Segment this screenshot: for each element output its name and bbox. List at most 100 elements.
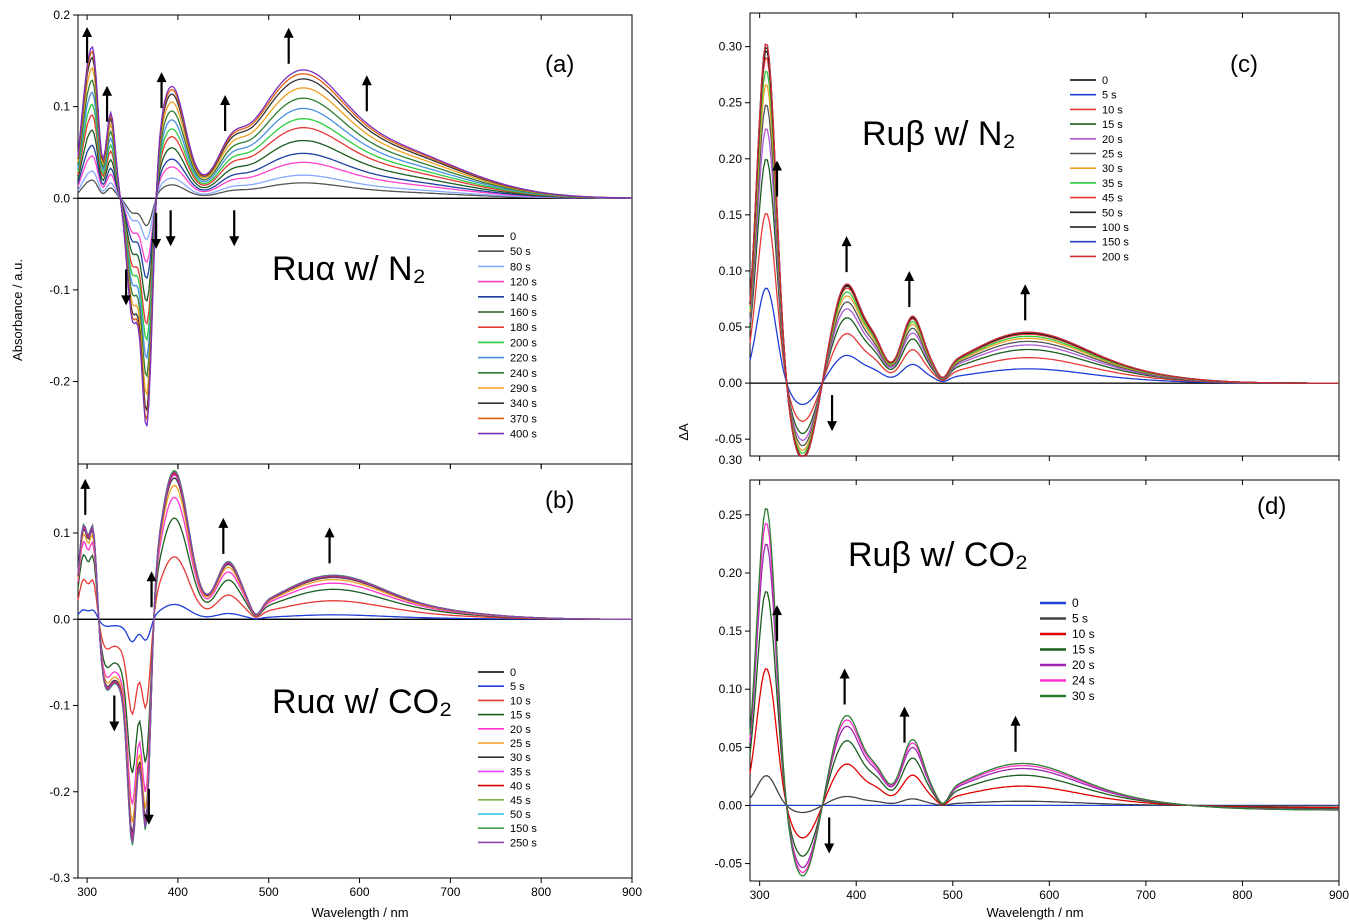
- series-line-d-5: [749, 522, 1340, 874]
- series-line-b-7: [77, 474, 632, 839]
- series-line-c-6: [749, 84, 1339, 451]
- arrow-c-2-head: [904, 271, 915, 282]
- series-line-b-8: [77, 472, 632, 841]
- plot-frame-b: [77, 463, 633, 879]
- series-line-b-5: [77, 484, 632, 823]
- legend-label-d: 5 s: [1072, 612, 1088, 626]
- x-tick-label-b: 300: [77, 885, 97, 899]
- y-tick-label-d: 0.05: [719, 740, 743, 754]
- annotation-d: Ruβ w/ CO₂: [848, 536, 1028, 574]
- series-line-c-7: [749, 70, 1339, 454]
- series-line-d-6: [749, 507, 1339, 877]
- series-line-c-12: [749, 43, 1339, 457]
- legend-label-a: 50 s: [510, 246, 531, 258]
- series-line-b-4: [77, 496, 632, 805]
- arrow-a-6-head: [283, 27, 294, 38]
- plot-frame-d: [749, 479, 1340, 882]
- panel-label-a: (a): [545, 51, 574, 78]
- legend-label-b: 35 s: [510, 766, 531, 778]
- legend-label-c: 5 s: [1102, 90, 1117, 102]
- panel-d: -0.05 0.00 0.05 0.10 0.15 0.20 0.25 0.30 300 400 5…: [715, 453, 1349, 902]
- arrow-a-5-head: [229, 236, 240, 247]
- x-tick-label-b: 900: [622, 885, 642, 899]
- legend-label-c: 10 s: [1102, 104, 1123, 116]
- legend-label-a: 220 s: [510, 353, 537, 365]
- legend-label-a: 160 s: [510, 307, 537, 319]
- legend-label-b: 15 s: [510, 710, 531, 722]
- annotation-a: Ruα w/ N₂: [272, 250, 426, 288]
- arrow-c-4-head: [827, 421, 838, 432]
- panel-label-c: (c): [1230, 51, 1258, 78]
- series-line-d-3: [749, 591, 1339, 857]
- arrow-c-1-head: [841, 236, 852, 247]
- series-line-b-6: [77, 477, 632, 835]
- arrow-b-0-head: [80, 478, 91, 489]
- y-tick-label-c: -0.05: [715, 432, 743, 446]
- panel-b: -0.3 -0.2 -0.1 0.0 0.1 300 400 500 600 700 800 900 0…: [49, 463, 642, 899]
- legend-label-d: 24 s: [1072, 674, 1095, 688]
- series-line-c-9: [749, 50, 1339, 457]
- arrow-d-3-head: [1010, 715, 1021, 726]
- xlabel-left: Wavelength / nm: [311, 905, 408, 920]
- series-line-c-3: [749, 158, 1339, 435]
- legend-label-a: 180 s: [510, 322, 537, 334]
- legend-label-b: 150 s: [510, 823, 537, 835]
- arrow-d-0-head: [772, 605, 783, 616]
- legend-label-c: 50 s: [1102, 207, 1123, 219]
- series-line-c-5: [749, 104, 1339, 447]
- arrow-a-2-head: [156, 72, 167, 83]
- panel-label-d: (d): [1257, 493, 1286, 520]
- y-tick-label-c: 0.10: [719, 264, 743, 278]
- annotation-b: Ruα w/ CO₂: [272, 683, 452, 721]
- plot-frame-c: [749, 12, 1340, 457]
- legend-label-c: 200 s: [1102, 251, 1129, 263]
- series-line-c-8: [749, 57, 1339, 457]
- legend-label-b: 30 s: [510, 752, 531, 764]
- arrow-b-2-head: [218, 517, 229, 528]
- y-tick-label-b: -0.1: [49, 699, 70, 713]
- x-tick-label-b: 500: [259, 885, 279, 899]
- series-line-b-12: [77, 471, 632, 844]
- panel-a: -0.2 -0.1 0.0 0.1 0.2 0 50 s 80 s 120 s 140 s 160 …: [49, 8, 633, 469]
- y-tick-label-d: 0.15: [719, 624, 743, 638]
- y-tick-label-b: -0.3: [49, 871, 70, 885]
- annotation-c: Ruβ w/ N₂: [862, 115, 1016, 153]
- y-tick-label-b: 0.1: [53, 526, 70, 540]
- legend-label-b: 5 s: [510, 681, 525, 693]
- legend-label-c: 45 s: [1102, 193, 1123, 205]
- series-line-b-1: [77, 603, 632, 643]
- arrow-d-4-head: [824, 843, 835, 854]
- legend-label-a: 140 s: [510, 292, 537, 304]
- y-tick-label-b: 0.0: [53, 612, 70, 626]
- series-line-c-4: [749, 128, 1339, 441]
- arrow-b-4-head: [109, 721, 120, 732]
- legend-label-a: 290 s: [510, 383, 537, 395]
- legend-label-c: 20 s: [1102, 134, 1123, 146]
- arrow-a-9-head: [151, 238, 162, 249]
- x-tick-label-b: 600: [350, 885, 370, 899]
- ylabel-left: Absorbance / a.u.: [10, 259, 25, 361]
- series-line-c-10: [749, 46, 1339, 457]
- legend-label-a: 400 s: [510, 429, 537, 441]
- y-tick-label-c: 0.15: [719, 208, 743, 222]
- y-tick-label-c: 0.05: [719, 320, 743, 334]
- legend-label-d: 0: [1072, 596, 1079, 610]
- series-line-b-3: [77, 517, 632, 774]
- series-line-a-1: [77, 179, 632, 227]
- legend-label-b: 50 s: [510, 809, 531, 821]
- panel-label-b: (b): [545, 487, 574, 514]
- xlabel-right: Wavelength / nm: [986, 905, 1083, 920]
- x-tick-label-d: 300: [750, 888, 770, 902]
- legend-label-a: 200 s: [510, 337, 537, 349]
- legend-label-d: 30 s: [1072, 689, 1095, 703]
- series-line-d-2: [749, 668, 1339, 839]
- legend-label-a: 80 s: [510, 261, 531, 273]
- series-line-a-2: [77, 170, 632, 241]
- legend-label-c: 25 s: [1102, 149, 1123, 161]
- arrow-a-7-head: [361, 75, 372, 86]
- legend-label-c: 35 s: [1102, 178, 1123, 190]
- arrow-b-5-head: [143, 814, 154, 825]
- legend-label-b: 40 s: [510, 781, 531, 793]
- arrow-b-3-head: [324, 527, 335, 538]
